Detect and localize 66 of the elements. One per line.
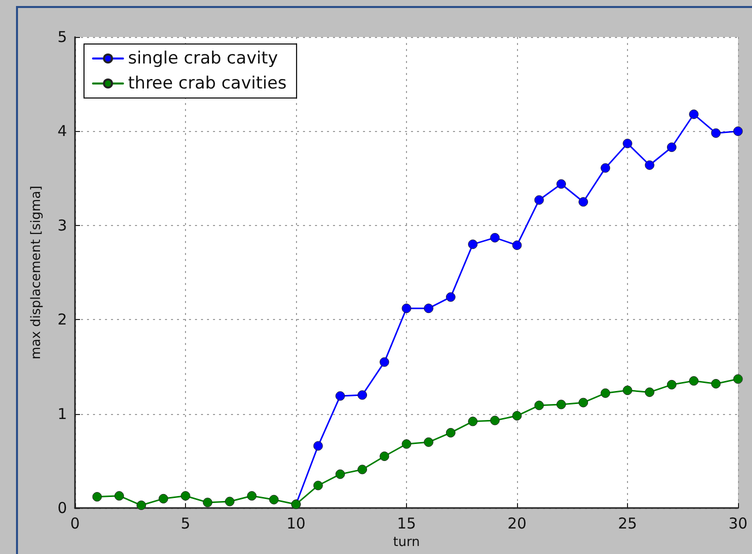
point [622, 386, 632, 396]
point [402, 304, 412, 314]
point [512, 411, 522, 421]
point [578, 398, 588, 408]
point [468, 416, 478, 426]
point [202, 498, 212, 508]
point [446, 428, 456, 438]
point [114, 491, 124, 501]
point [180, 491, 190, 501]
point [358, 464, 368, 474]
point [247, 491, 257, 501]
point [733, 126, 743, 136]
point [711, 128, 721, 138]
point [224, 496, 234, 506]
point [380, 357, 390, 367]
point [534, 195, 544, 205]
x-tick-label: 10 [286, 514, 306, 533]
x-tick-label: 15 [396, 514, 416, 533]
point [556, 400, 566, 410]
y-tick-label: 3 [57, 216, 67, 234]
point [424, 304, 434, 314]
point [711, 378, 721, 388]
x-tick-label: 5 [180, 514, 190, 533]
y-tick-label: 1 [57, 404, 67, 423]
point [335, 469, 345, 479]
point [534, 400, 544, 410]
point [313, 480, 323, 490]
x-tick-label: 0 [70, 514, 80, 533]
point [512, 240, 522, 250]
point [424, 437, 434, 447]
point [335, 391, 345, 401]
y-tick-label: 0 [57, 499, 67, 518]
point [136, 500, 146, 510]
point [689, 376, 699, 386]
y-tick-label: 5 [57, 28, 67, 46]
point [622, 138, 632, 148]
legend-label: three crab cavities [128, 74, 287, 94]
point [666, 380, 676, 390]
point [313, 441, 323, 451]
point [380, 452, 390, 462]
y-tick-label: 2 [57, 310, 67, 329]
y-tick-label: 4 [57, 122, 67, 140]
legend-label: single crab cavity [128, 48, 278, 68]
point [733, 374, 743, 384]
point [556, 179, 566, 189]
x-tick-label: 25 [618, 514, 638, 533]
point [269, 494, 279, 504]
point [158, 494, 168, 504]
point [600, 163, 610, 173]
point [578, 197, 588, 207]
point [358, 390, 368, 400]
point [490, 232, 500, 242]
point [644, 387, 654, 397]
point [468, 240, 478, 250]
y-axis-title: max displacement [sigma] [29, 186, 44, 360]
point [402, 439, 412, 449]
point [446, 292, 456, 302]
x-tick-label: 30 [728, 514, 748, 533]
x-axis-title: turn [393, 535, 420, 550]
point [490, 416, 500, 426]
point [92, 492, 102, 502]
point [600, 388, 610, 398]
point [666, 142, 676, 152]
x-tick-label: 20 [507, 514, 527, 533]
point [689, 110, 699, 120]
point [644, 160, 654, 170]
